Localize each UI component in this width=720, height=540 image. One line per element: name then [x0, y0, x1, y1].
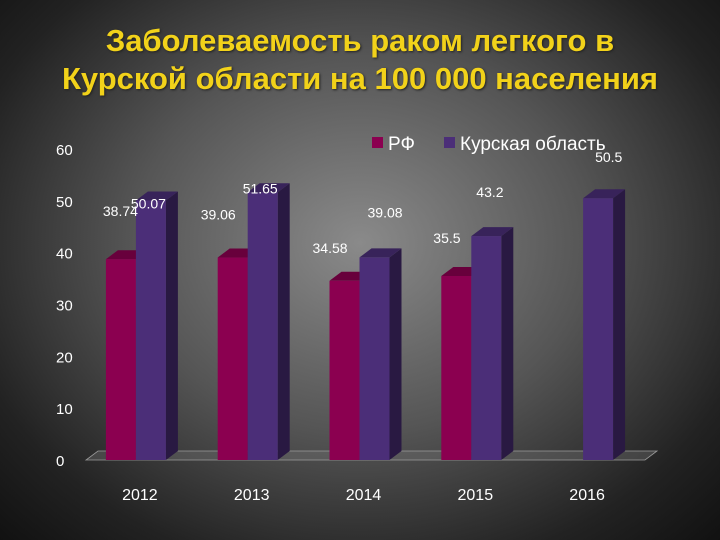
- data-label: 50.07: [131, 195, 166, 211]
- legend-label-rf: РФ: [388, 134, 415, 155]
- bar-kursk: [583, 189, 626, 460]
- legend-label-kursk: Курская область: [460, 134, 606, 155]
- bar-front: [217, 257, 248, 460]
- bar-front: [471, 236, 502, 460]
- bar-side: [501, 227, 514, 460]
- data-label: 34.58: [313, 240, 348, 256]
- data-label: 51.65: [243, 180, 278, 196]
- x-tick-label: 2016: [569, 487, 605, 504]
- data-label: 39.06: [201, 207, 236, 223]
- data-label: 43.2: [476, 184, 503, 200]
- bar-top: [471, 227, 514, 237]
- bar-front: [583, 198, 614, 460]
- legend-swatch-rf: [372, 137, 383, 148]
- bar-side: [165, 191, 178, 460]
- bar-front: [329, 280, 360, 460]
- legend-swatch-kursk: [444, 137, 455, 148]
- bars-layer: [105, 183, 626, 461]
- data-label: 50.5: [595, 149, 622, 165]
- x-tick-label: 2014: [346, 487, 382, 504]
- y-tick-label: 30: [56, 298, 73, 315]
- bar-kursk: [359, 248, 402, 460]
- data-label: 35.5: [433, 230, 460, 246]
- bar-front: [441, 275, 472, 460]
- data-label: 38.74: [103, 203, 138, 219]
- y-tick-label: 60: [56, 142, 73, 159]
- bar-kursk: [471, 227, 514, 460]
- x-tick-label: 2013: [234, 487, 270, 504]
- y-tick-label: 10: [56, 401, 73, 418]
- bar-front: [359, 257, 390, 460]
- chart-title-line-1: Заболеваемость раком легкого в: [105, 23, 615, 58]
- bar-top: [359, 248, 402, 258]
- bar-front: [247, 192, 278, 461]
- bar-kursk: [135, 191, 178, 460]
- bar-top: [247, 183, 290, 193]
- bar-top: [583, 189, 626, 199]
- bar-side: [389, 248, 402, 460]
- y-tick-label: 40: [56, 246, 73, 263]
- bar-kursk: [247, 183, 290, 461]
- x-tick-label: 2015: [458, 487, 494, 504]
- data-label: 39.08: [368, 204, 403, 220]
- chart-title: Заболеваемость раком легкого в Курской о…: [0, 22, 720, 98]
- y-tick-label: 20: [56, 349, 73, 366]
- y-tick-label: 0: [56, 453, 64, 470]
- x-tick-label: 2012: [122, 487, 158, 504]
- legend: РФ Курская область: [372, 134, 606, 155]
- bar-top: [135, 191, 178, 201]
- chart-title-line-2: Курской области на 100 000 населения: [61, 61, 659, 96]
- bar-side: [613, 189, 626, 460]
- bar-front: [105, 259, 136, 460]
- y-tick-label: 50: [56, 194, 73, 211]
- bar-front: [135, 200, 166, 460]
- bar-side: [277, 183, 290, 461]
